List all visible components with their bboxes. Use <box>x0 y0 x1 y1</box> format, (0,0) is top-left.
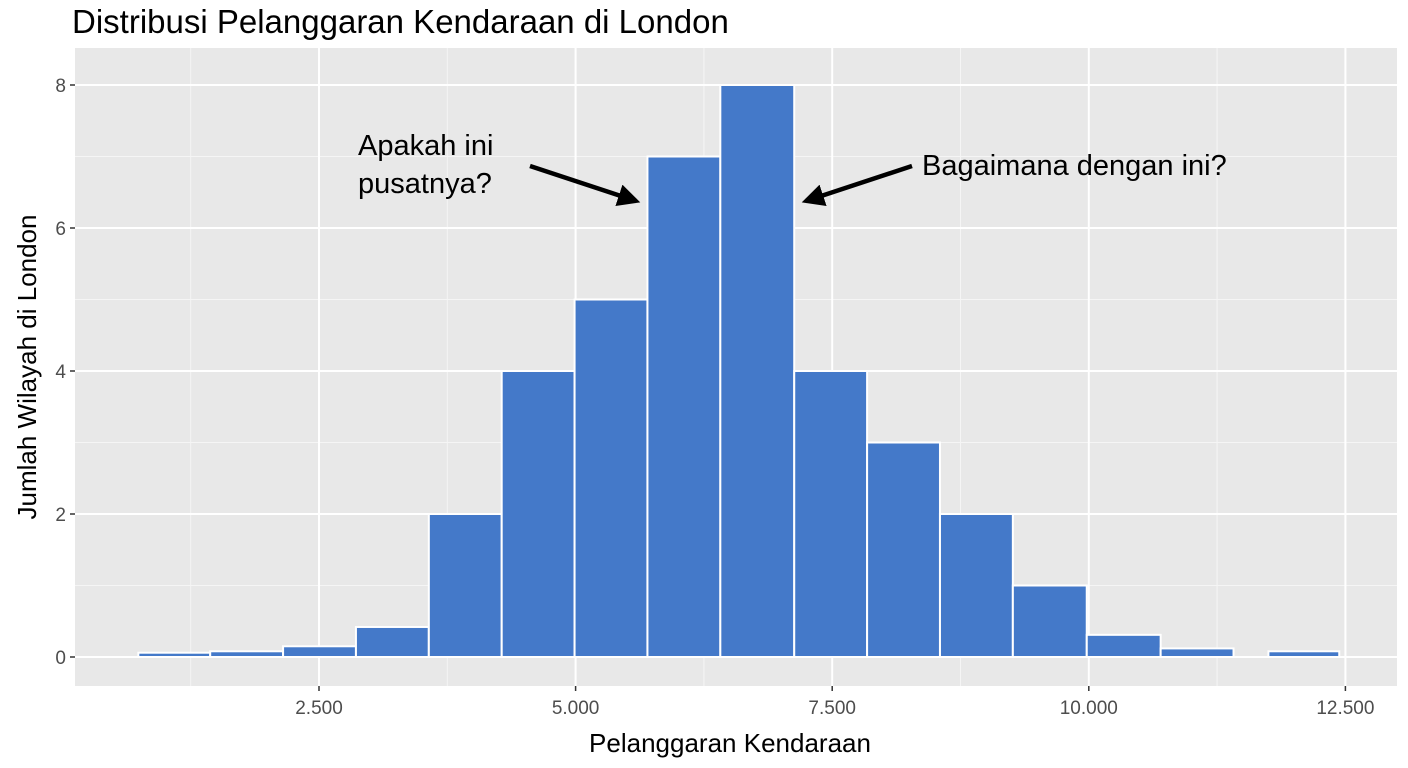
x-tick-label: 2.500 <box>295 698 343 719</box>
histogram-bar-12 <box>1011 584 1088 658</box>
y-tick-label: 0 <box>55 648 66 669</box>
histogram-bar-13 <box>1085 633 1162 659</box>
y-axis-label: Jumlah Wilayah di London <box>12 215 42 520</box>
x-axis-label: Pelanggaran Kendaraan <box>589 728 871 758</box>
histogram-bar-4 <box>427 513 503 658</box>
histogram-bar-9 <box>793 370 869 658</box>
annotation-what-about-this: Bagaimana dengan ini? <box>922 150 1227 182</box>
y-tick-label: 6 <box>55 219 66 240</box>
annotation-arrow-right <box>801 163 913 207</box>
histogram-bar-1 <box>209 650 285 659</box>
chart-title: Distribusi Pelanggaran Kendaraan di Lond… <box>72 3 729 40</box>
histogram-bar-7 <box>646 155 722 658</box>
histogram-bar-2 <box>282 645 357 659</box>
x-tick-label: 12.500 <box>1316 698 1374 719</box>
x-tick-label: 7.500 <box>808 698 856 719</box>
histogram-bar-0 <box>137 651 212 659</box>
y-tick-label: 4 <box>55 362 66 383</box>
histogram-bar-3 <box>354 625 430 658</box>
annotation-center-question: Apakah ini pusatnya? <box>358 130 502 200</box>
histogram-bar-8 <box>719 84 796 658</box>
histogram-bar-6 <box>573 298 649 658</box>
x-tick-label: 10.000 <box>1060 698 1118 719</box>
histogram-bar-11 <box>938 513 1014 658</box>
histogram-bar-5 <box>500 370 576 658</box>
histogram-bar-14 <box>1159 647 1235 658</box>
y-tick-label: 2 <box>55 505 66 526</box>
y-tick-label: 8 <box>55 76 66 97</box>
annotation-arrow-left <box>529 163 641 207</box>
histogram-bar-10 <box>866 441 941 658</box>
x-tick-label: 5.000 <box>552 698 600 719</box>
histogram-bar-15 <box>1267 650 1341 659</box>
